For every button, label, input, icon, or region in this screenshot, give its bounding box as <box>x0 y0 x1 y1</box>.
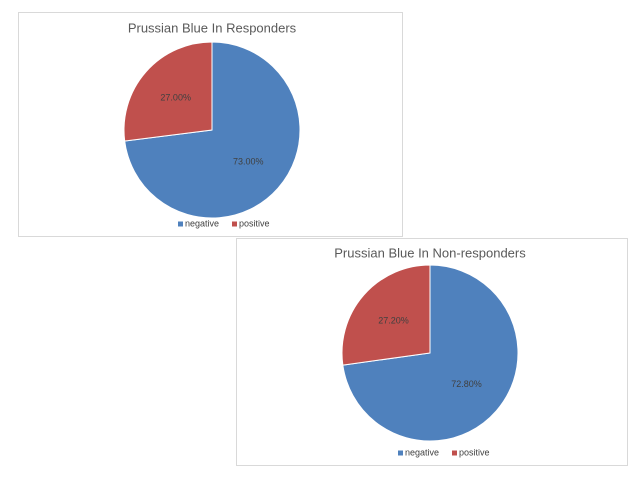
legend-label: positive <box>239 218 270 228</box>
legend-marker <box>178 221 183 227</box>
legend-marker <box>452 450 457 456</box>
legend-marker <box>398 450 403 456</box>
data-label: 27.20% <box>378 316 409 326</box>
pie-slice <box>341 264 431 366</box>
data-label: 27.00% <box>160 92 191 102</box>
chart-title: Prussian Blue In Non-responders <box>334 245 526 260</box>
chart-title: Prussian Blue In Responders <box>128 20 297 35</box>
pie-slice <box>123 41 213 142</box>
legend-label: negative <box>185 218 219 228</box>
data-label: 72.80% <box>451 379 482 389</box>
legend-label: negative <box>405 447 439 457</box>
legend-marker <box>232 221 237 227</box>
data-label: 73.00% <box>233 156 264 166</box>
legend-label: positive <box>459 447 490 457</box>
